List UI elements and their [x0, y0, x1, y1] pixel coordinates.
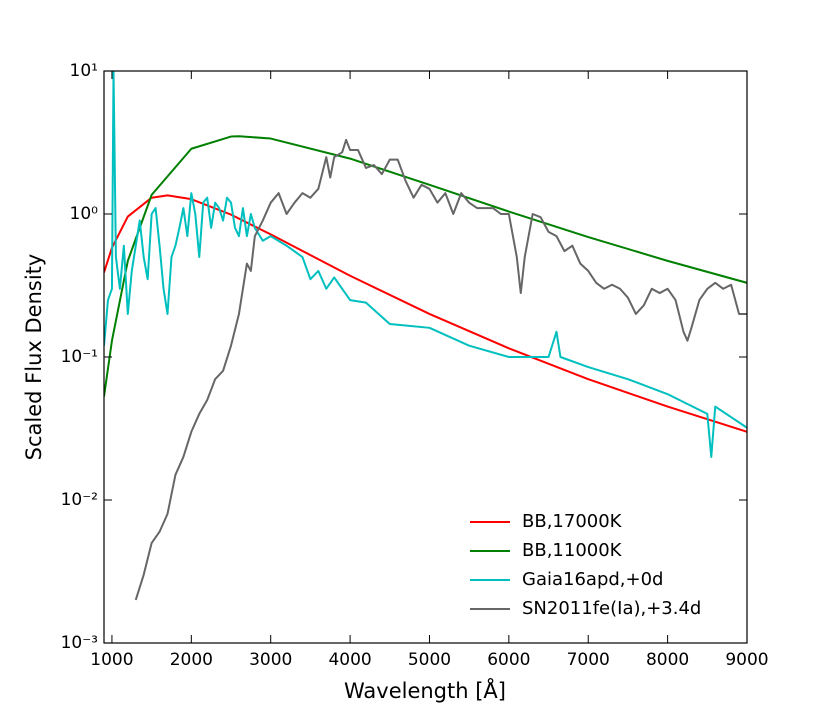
x-tick-label: 1000	[90, 650, 133, 670]
x-tick-label: 2000	[170, 650, 213, 670]
y-tick-label: 10⁰	[70, 204, 99, 224]
y-tick-label: 10¹	[70, 61, 98, 81]
plot-area	[104, 71, 747, 643]
legend-label: Gaia16apd,+0d	[522, 569, 663, 590]
x-tick-label: 9000	[725, 650, 768, 670]
y-tick-label: 10⁻³	[61, 633, 98, 653]
x-tick-label: 8000	[646, 650, 689, 670]
x-tick-label: 3000	[249, 650, 292, 670]
series-line	[104, 194, 747, 433]
lines	[104, 71, 747, 601]
series-line	[134, 138, 747, 601]
y-tick-label: 10⁻¹	[61, 347, 98, 367]
x-tick-label: 5000	[408, 650, 451, 670]
legend-label: BB,11000K	[522, 540, 623, 561]
legend-label: SN2011fe(Ia),+3.4d	[522, 598, 701, 619]
y-axis-label: Scaled Flux Density	[22, 254, 46, 461]
series-line	[104, 71, 747, 458]
x-tick-label: 6000	[487, 650, 530, 670]
y-tick-label: 10⁻²	[61, 490, 98, 510]
x-tick-label: 4000	[328, 650, 371, 670]
series-line	[104, 135, 747, 397]
x-tick-label: 7000	[567, 650, 610, 670]
x-axis-label: Wavelength [Å]	[344, 677, 506, 703]
legend-label: BB,17000K	[522, 511, 623, 532]
